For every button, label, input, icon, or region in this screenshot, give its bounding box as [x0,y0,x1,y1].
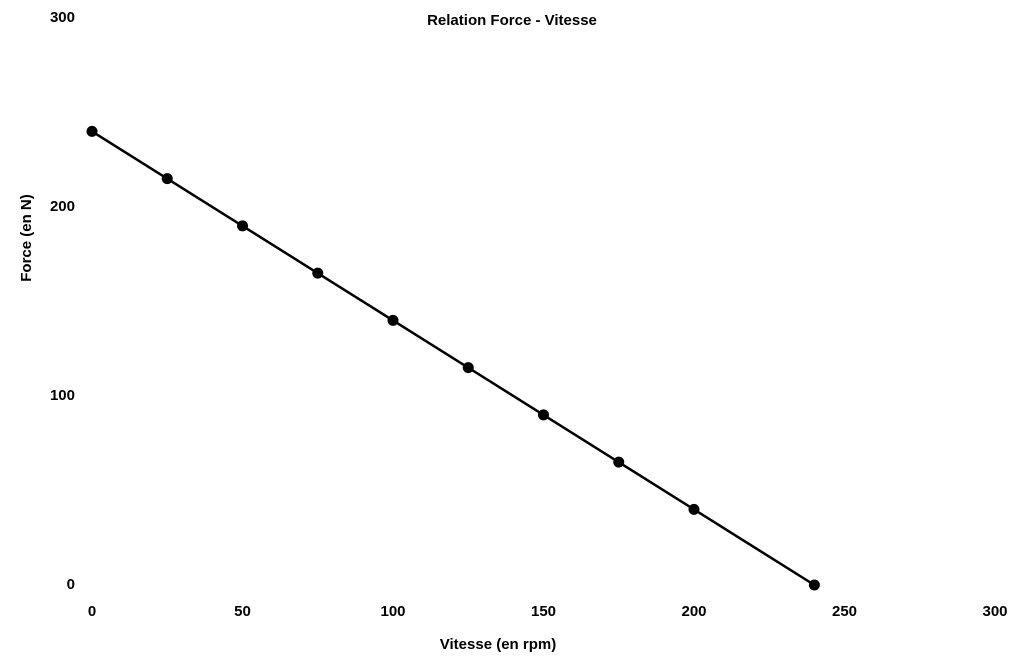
y-tick-label: 0 [67,576,75,593]
x-tick-label: 0 [88,603,96,620]
y-tick-label: 200 [50,198,75,215]
y-tick-label: 100 [50,387,75,404]
data-point [161,173,173,185]
y-tick-label: 300 [50,9,75,26]
data-point [387,314,399,326]
x-tick-label: 150 [531,603,556,620]
data-point [538,409,549,421]
x-tick-label: 100 [380,603,405,620]
data-point [462,362,474,374]
x-tick-label: 300 [982,603,1007,620]
x-tick-label: 50 [234,603,251,620]
y-axis-label: Force (en N) [18,194,35,282]
data-point [312,267,324,279]
data-point [808,579,820,591]
x-tick-label: 200 [681,603,706,620]
data-point [688,503,700,515]
data-point [86,125,98,137]
data-point [613,456,625,468]
x-axis-label: Vitesse (en rpm) [440,636,556,653]
chart-title: Relation Force - Vitesse [427,12,597,29]
data-line [91,130,816,587]
x-tick-label: 250 [832,603,857,620]
data-point [237,220,248,232]
